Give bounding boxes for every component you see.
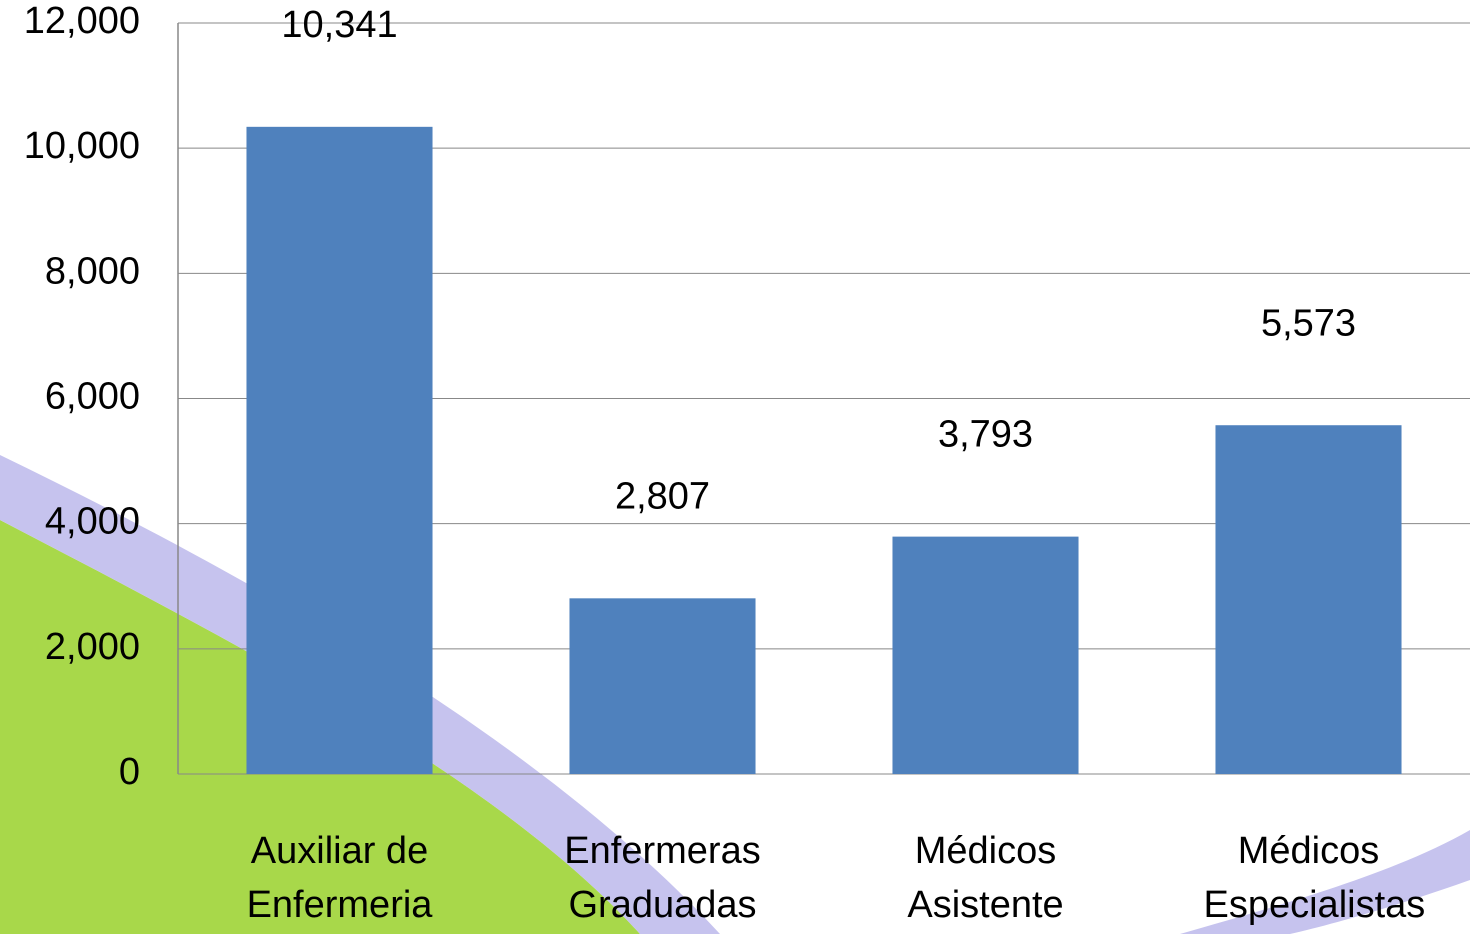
- bar: [1215, 425, 1402, 774]
- x-tick-label: Auxiliar de Enfermeria: [246, 830, 433, 926]
- value-label: 2,807: [615, 475, 710, 517]
- x-tick-label: Médicos Especialistas: [1203, 830, 1426, 926]
- y-tick-label: 8,000: [45, 250, 140, 292]
- bar: [569, 598, 756, 774]
- x-tick-label: Médicos Asistente: [907, 830, 1064, 926]
- x-tick-label: Enfermeras Graduadas: [564, 830, 761, 926]
- value-label: 3,793: [938, 414, 1033, 456]
- y-tick-label: 12,000: [24, 0, 140, 42]
- y-tick-label: 10,000: [24, 125, 140, 167]
- bar: [246, 126, 433, 775]
- y-tick-label: 2,000: [45, 626, 140, 668]
- y-tick-label: 4,000: [45, 501, 140, 543]
- value-label: 10,341: [281, 4, 397, 46]
- background-swoosh: [1180, 830, 1470, 934]
- y-tick-label: 6,000: [45, 376, 140, 418]
- bar: [892, 536, 1079, 774]
- y-tick-label: 0: [119, 751, 140, 793]
- value-label: 5,573: [1261, 302, 1356, 344]
